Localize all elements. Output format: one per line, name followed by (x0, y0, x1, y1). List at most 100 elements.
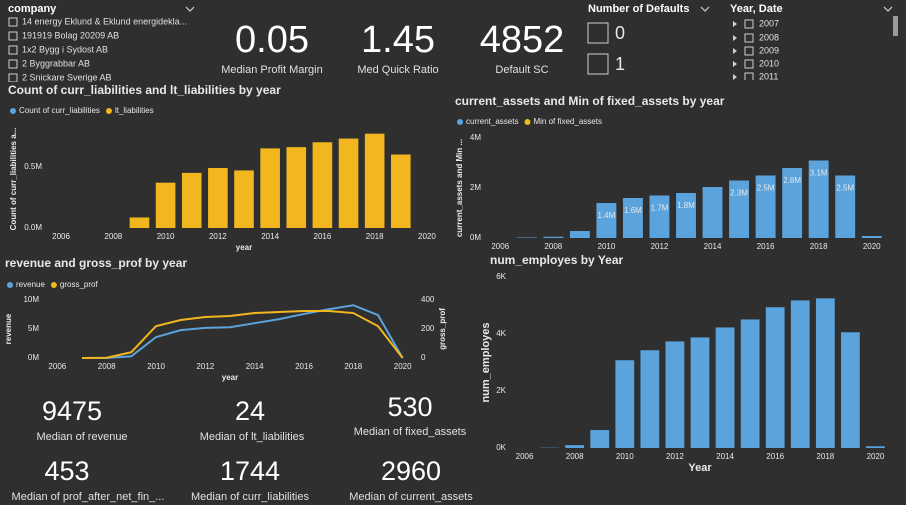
slicer-item[interactable]: 2 Byggrabbar AB (22, 58, 90, 68)
checkbox[interactable] (744, 59, 754, 69)
y-axis-label: current_assets and Min ... (455, 139, 464, 237)
scrollbar[interactable] (893, 16, 898, 36)
expand-icon[interactable] (733, 74, 737, 80)
y-tick-label: 2K (496, 386, 506, 395)
data-label: 2.8M (783, 176, 801, 185)
checkbox[interactable] (744, 19, 754, 29)
chart-title: num_employes by Year (490, 253, 624, 267)
x-tick-label: 2016 (757, 242, 775, 251)
bar (835, 175, 856, 238)
y-tick-label: 4M (470, 133, 481, 142)
dropdown-icon[interactable] (185, 6, 195, 12)
slicer-item[interactable]: 191919 Bolag 20209 AB (22, 30, 119, 40)
legend-marker (524, 119, 531, 125)
card-value: 24 (235, 396, 265, 426)
year-slicer[interactable]: Year, Date 2007 2008 2009 2010 2011 (730, 3, 898, 81)
bar (260, 148, 280, 228)
x-tick-label: 2016 (766, 452, 784, 461)
slicer-item[interactable]: 14 energy Eklund & Eklund energidekla... (22, 16, 187, 26)
slicer-item[interactable]: 2008 (759, 32, 779, 42)
bar (312, 142, 333, 228)
bar (338, 138, 359, 228)
bar (543, 236, 564, 238)
checkbox[interactable] (8, 17, 18, 27)
legend-label: gross_prof (60, 280, 99, 289)
bar (364, 133, 385, 228)
defaults-slicer[interactable]: Number of Defaults 0 1 (587, 3, 710, 75)
card-value: 9475 (42, 396, 102, 426)
checkbox[interactable] (587, 53, 609, 75)
data-label: 2.3M (730, 189, 748, 198)
x-tick-label: 2006 (491, 242, 509, 251)
slicer-item[interactable]: 1x2 Bygg i Sydost AB (22, 44, 108, 54)
bar (676, 193, 696, 238)
checkbox[interactable] (744, 72, 754, 81)
checkbox[interactable] (8, 31, 18, 41)
y-tick-label: 10M (23, 295, 39, 304)
x-tick-label: 2010 (157, 232, 175, 241)
checkbox[interactable] (744, 46, 754, 56)
dropdown-icon[interactable] (883, 6, 893, 12)
dropdown-icon[interactable] (700, 6, 710, 12)
bar (841, 332, 860, 448)
card-label: Median of current_assets (349, 491, 473, 503)
line (82, 304, 404, 359)
slicer-item[interactable]: 1 (615, 54, 625, 74)
checkbox[interactable] (744, 33, 754, 43)
bar (861, 236, 882, 238)
x-tick-label: 2018 (366, 232, 384, 241)
slicer-title: Year, Date (730, 3, 783, 15)
x-tick-label: 2018 (816, 452, 834, 461)
slicer-item[interactable]: 2007 (759, 18, 779, 28)
checkbox[interactable] (8, 45, 18, 55)
x-tick-label: 2012 (666, 452, 684, 461)
slicer-item[interactable]: 2009 (759, 45, 779, 55)
x-tick-label: 2008 (98, 362, 116, 371)
checkbox[interactable] (8, 59, 18, 69)
card-value: 530 (387, 392, 432, 422)
slicer-item[interactable]: 2 Snickare Sverige AB (22, 72, 112, 82)
slicer-item[interactable]: 2010 (759, 58, 779, 68)
bar (665, 341, 685, 448)
bar (808, 160, 829, 238)
bar (765, 307, 785, 448)
bar (815, 298, 835, 448)
x-tick-label: 2008 (544, 242, 562, 251)
y-tick-label: 5M (28, 324, 39, 333)
legend-label: current_assets (466, 117, 518, 126)
company-slicer[interactable]: company 14 energy Eklund & Eklund energi… (8, 3, 195, 82)
legend-marker (50, 282, 57, 288)
bar (569, 231, 590, 238)
y-axis-label: num_employes (480, 322, 492, 402)
expand-icon[interactable] (733, 61, 737, 67)
x-tick-label: 2014 (704, 242, 722, 251)
slicer-item[interactable]: 0 (615, 23, 625, 43)
data-label: 3.1M (810, 169, 828, 178)
bar (155, 182, 176, 228)
checkbox[interactable] (587, 22, 609, 44)
slicer-item[interactable]: 2011 (759, 71, 778, 81)
card-value: 2960 (381, 456, 441, 486)
y2-tick-label: 400 (421, 295, 435, 304)
x-tick-label: 2020 (863, 242, 881, 251)
line (81, 310, 404, 359)
bar (790, 300, 810, 448)
bar (391, 154, 411, 228)
y-axis-label: Count of curr_liabilities a... (9, 128, 18, 231)
expand-icon[interactable] (733, 35, 737, 41)
bar (208, 167, 228, 228)
bar (715, 327, 735, 448)
checkbox[interactable] (8, 73, 18, 82)
slicer-title: company (8, 3, 57, 15)
expand-icon[interactable] (733, 21, 737, 27)
bar (516, 237, 537, 238)
data-label: 1.7M (651, 204, 669, 213)
expand-icon[interactable] (733, 48, 737, 54)
x-tick-label: 2014 (246, 362, 264, 371)
card-label: Default SC (495, 64, 548, 76)
bar (129, 217, 150, 228)
legend-label: Min of fixed_assets (533, 117, 601, 126)
legend-marker (7, 282, 13, 288)
legend-label: lt_liabilities (115, 106, 154, 115)
x-tick-label: 2006 (516, 452, 534, 461)
